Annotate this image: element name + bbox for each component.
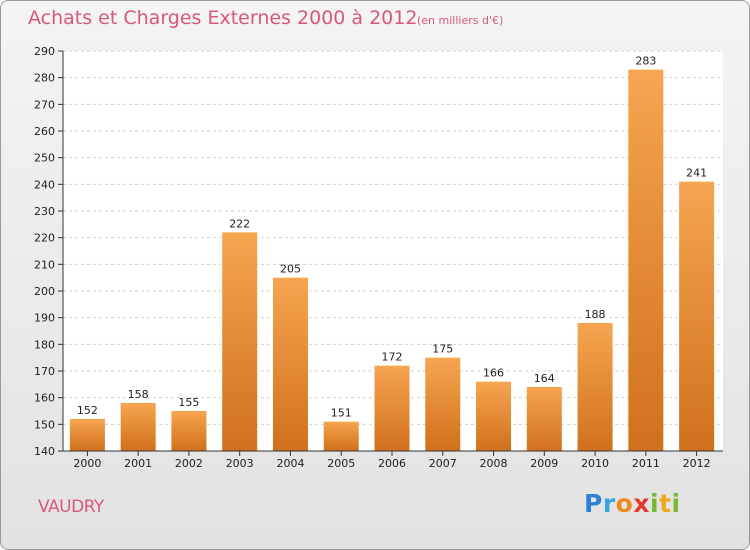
y-tick-label: 170 (34, 365, 55, 378)
y-tick-label: 180 (34, 338, 55, 351)
bar (69, 419, 105, 451)
bar (526, 387, 562, 451)
bar (374, 365, 410, 451)
y-tick-label: 220 (34, 232, 55, 245)
y-tick-label: 290 (34, 45, 55, 58)
data-label: 172 (382, 351, 403, 364)
x-tick-label: 2004 (276, 457, 304, 470)
x-tick-label: 2009 (530, 457, 558, 470)
data-label: 151 (331, 407, 352, 420)
commune-name: VAUDRY (38, 497, 104, 517)
x-tick-label: 2002 (175, 457, 203, 470)
logo-letter: t (659, 489, 672, 518)
x-tick-label: 2008 (480, 457, 508, 470)
y-tick-label: 190 (34, 312, 55, 325)
data-label: 166 (483, 367, 504, 380)
y-tick-label: 210 (34, 258, 55, 271)
logo-letter: P (584, 489, 603, 518)
bar (476, 381, 512, 451)
bar (222, 232, 258, 451)
y-tick-label: 200 (34, 285, 55, 298)
data-label: 241 (686, 167, 707, 180)
chart-subtitle: (en milliers d'€) (417, 14, 504, 27)
x-tick-label: 2011 (632, 457, 660, 470)
logo-letter: r (602, 489, 616, 518)
y-tick-label: 260 (34, 125, 55, 138)
y-tick-label: 250 (34, 152, 55, 165)
data-label: 283 (635, 55, 656, 68)
x-tick-label: 2003 (226, 457, 254, 470)
x-tick-label: 2006 (378, 457, 406, 470)
data-label: 222 (229, 217, 250, 230)
bar (425, 357, 461, 451)
bar (272, 277, 308, 451)
x-tick-label: 2010 (581, 457, 609, 470)
bar (120, 403, 156, 451)
data-label: 155 (178, 396, 199, 409)
bar (679, 181, 715, 451)
data-label: 188 (585, 308, 606, 321)
logo-letter: i (671, 489, 681, 518)
logo-letter: o (615, 489, 634, 518)
x-tick-label: 2007 (429, 457, 457, 470)
bar (577, 323, 613, 451)
y-tick-label: 270 (34, 98, 55, 111)
x-tick-label: 2001 (124, 457, 152, 470)
chart-title: Achats et Charges Externes 2000 à 2012 (28, 7, 418, 29)
data-label: 152 (77, 404, 98, 417)
bar (628, 69, 664, 452)
data-label: 164 (534, 372, 555, 385)
x-tick-label: 2012 (683, 457, 711, 470)
bar (323, 421, 359, 451)
y-tick-label: 230 (34, 205, 55, 218)
x-tick-label: 2000 (73, 457, 101, 470)
logo-letter: x (633, 489, 650, 518)
data-label: 175 (432, 343, 453, 356)
y-tick-label: 240 (34, 178, 55, 191)
x-tick-label: 2005 (327, 457, 355, 470)
bar (171, 411, 207, 451)
data-label: 205 (280, 263, 301, 276)
y-tick-label: 160 (34, 392, 55, 405)
data-label: 158 (128, 388, 149, 401)
y-tick-label: 150 (34, 418, 55, 431)
proxiti-logo: Proxiti (584, 489, 681, 518)
logo-letter: i (650, 489, 660, 518)
y-tick-label: 280 (34, 72, 55, 85)
y-tick-label: 140 (34, 445, 55, 458)
